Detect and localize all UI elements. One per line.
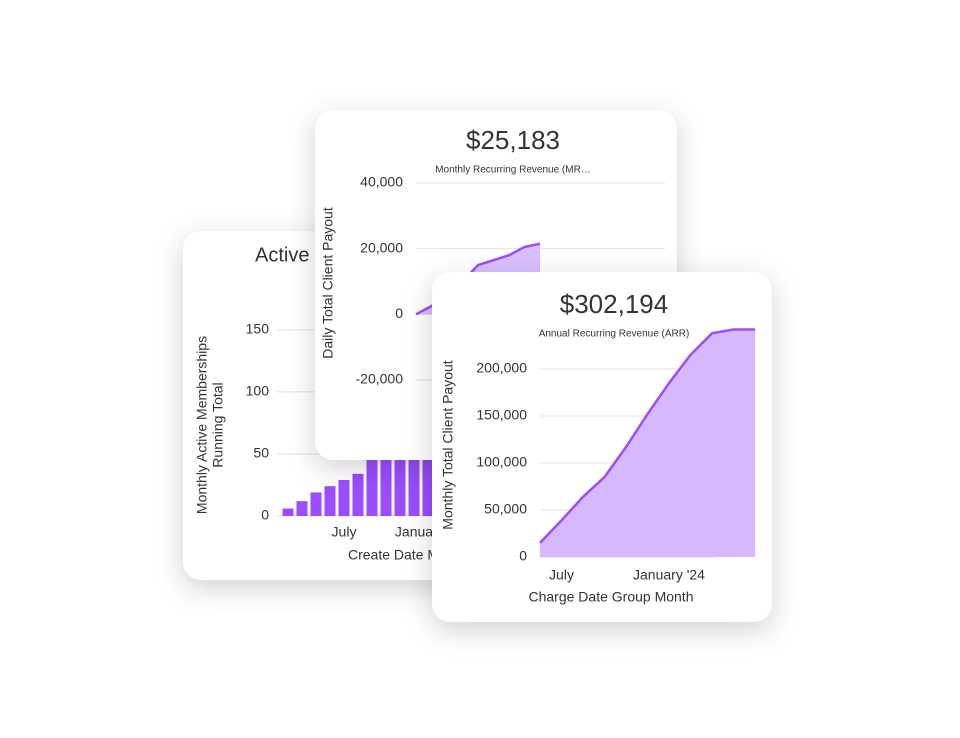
chart-subtitle: Monthly Recurring Revenue (MR… bbox=[435, 165, 591, 176]
y-axis-label: Daily Total Client Payout bbox=[320, 207, 336, 359]
x-axis-label: Create Date M bbox=[348, 547, 439, 563]
x-axis-label: Charge Date Group Month bbox=[529, 589, 694, 605]
bar bbox=[366, 453, 378, 516]
x-tick-label: January '24 bbox=[633, 567, 705, 583]
y-tick-label: 0 bbox=[261, 507, 269, 523]
chart-title: Active bbox=[255, 244, 309, 266]
chart-subtitle: Annual Recurring Revenue (ARR) bbox=[539, 329, 690, 340]
y-tick-label: 150 bbox=[246, 321, 270, 337]
bar bbox=[324, 486, 336, 516]
bar bbox=[380, 441, 392, 516]
bar bbox=[408, 416, 420, 516]
bar bbox=[338, 480, 350, 516]
y-tick-label: 50,000 bbox=[484, 501, 527, 517]
bar bbox=[310, 492, 322, 516]
y-tick-label: 0 bbox=[519, 548, 527, 564]
bar bbox=[282, 508, 294, 516]
bar bbox=[296, 501, 308, 516]
x-tick-label: July bbox=[549, 567, 574, 583]
y-tick-label: 200,000 bbox=[476, 360, 527, 376]
y-axis-label: Monthly Total Client Payout bbox=[440, 360, 456, 529]
y-tick-label: 150,000 bbox=[476, 407, 527, 423]
y-tick-label: 100 bbox=[246, 383, 270, 399]
y-tick-label: 100,000 bbox=[476, 454, 527, 470]
y-tick-label: 0 bbox=[395, 305, 403, 321]
x-tick-label: Janua bbox=[395, 524, 433, 540]
bar bbox=[352, 473, 364, 516]
y-tick-label: 20,000 bbox=[360, 239, 403, 255]
bar bbox=[394, 429, 406, 516]
chart-card: $302,194 Annual Recurring Revenue (ARR) Mo… bbox=[432, 272, 772, 622]
x-tick-label: July bbox=[332, 524, 357, 540]
y-tick-label: -20,000 bbox=[356, 371, 404, 387]
area bbox=[540, 329, 755, 557]
y-axis-label: Monthly Active Memberships bbox=[194, 336, 210, 514]
line bbox=[539, 328, 755, 544]
y-axis-label: Running Total bbox=[210, 382, 226, 467]
y-tick-label: 50 bbox=[253, 445, 269, 461]
chart-title: $302,194 bbox=[560, 289, 668, 319]
y-tick-label: 40,000 bbox=[360, 174, 403, 190]
chart-title: $25,183 bbox=[466, 125, 560, 155]
chart: $302,194 Annual Recurring Revenue (ARR) Mo… bbox=[440, 289, 755, 605]
